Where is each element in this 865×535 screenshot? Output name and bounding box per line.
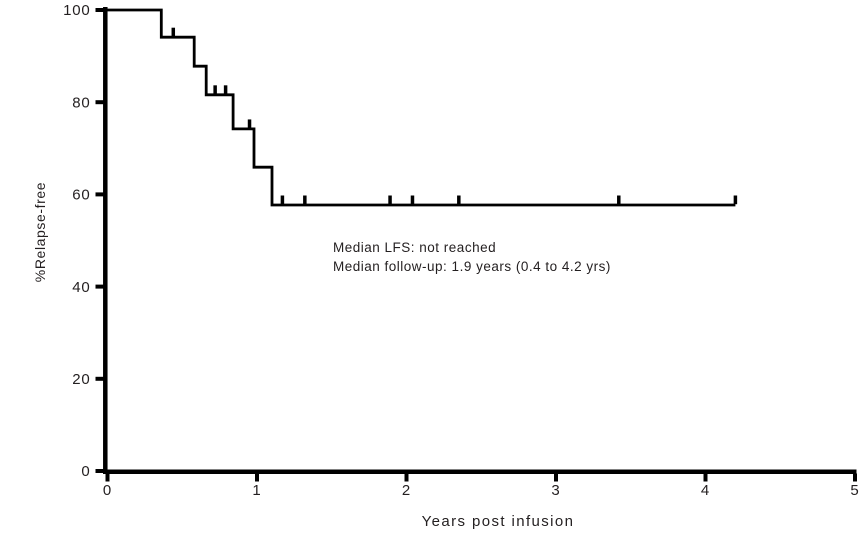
y-tick-label: 80	[72, 94, 90, 111]
x-tick-label: 5	[850, 482, 859, 499]
annotation-block: Median LFS: not reached Median follow-up…	[333, 239, 611, 276]
y-tick-label: 40	[72, 279, 90, 296]
survival-step-curve	[107, 8, 736, 207]
x-tick-label: 3	[551, 482, 560, 499]
y-tick-label: 100	[63, 2, 90, 19]
y-axis-title: %Relapse-free	[32, 181, 48, 283]
x-tick-label: 4	[701, 482, 710, 499]
y-tick-label: 20	[72, 371, 90, 388]
x-axis-title: Years post infusion	[421, 513, 575, 530]
y-tick-label: 60	[72, 187, 90, 204]
x-tick-label: 2	[402, 482, 411, 499]
y-tick-label: 0	[81, 463, 90, 480]
x-tick-label: 0	[103, 482, 112, 499]
annotation-median-followup: Median follow-up: 1.9 years (0.4 to 4.2 …	[333, 258, 611, 274]
annotation-median-lfs: Median LFS: not reached	[333, 240, 497, 255]
x-tick-label: 1	[252, 482, 261, 499]
